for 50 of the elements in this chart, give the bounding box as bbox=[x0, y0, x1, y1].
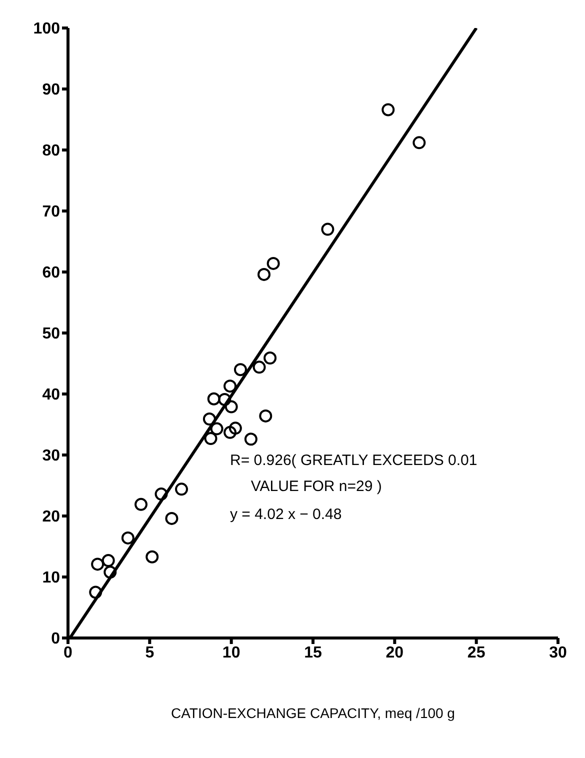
point bbox=[264, 352, 277, 365]
point bbox=[244, 432, 258, 446]
point bbox=[321, 222, 334, 236]
point bbox=[234, 363, 247, 376]
point bbox=[266, 256, 280, 270]
x-tick-label: 15 bbox=[304, 644, 322, 662]
x-tick-label: 10 bbox=[222, 644, 240, 662]
point bbox=[91, 558, 104, 571]
x-tick-label: 30 bbox=[549, 644, 567, 662]
point bbox=[146, 550, 159, 564]
point bbox=[202, 412, 216, 426]
point bbox=[204, 432, 218, 446]
y-tick-label: 10 bbox=[42, 570, 60, 587]
point bbox=[224, 380, 237, 393]
x-axis-title: CATION-EXCHANGE CAPACITY, meq /100 g bbox=[171, 705, 455, 721]
point bbox=[210, 422, 224, 436]
point bbox=[175, 482, 188, 496]
annotation: R= 0.926( GREATLY EXCEEDS 0.01 VALUE FOR n=29 ) bbox=[230, 451, 478, 497]
point bbox=[121, 531, 134, 544]
y-tick-label: 90 bbox=[42, 82, 60, 99]
x-tick-label: 20 bbox=[386, 644, 404, 662]
point bbox=[259, 409, 272, 422]
point bbox=[228, 422, 242, 435]
x-tick-label: 25 bbox=[467, 644, 486, 662]
point bbox=[104, 566, 117, 579]
annotation: y = 4.02 x − 0.48 bbox=[230, 505, 342, 525]
y-tick-label: 40 bbox=[42, 386, 60, 404]
y-tick-label: 70 bbox=[42, 204, 60, 221]
y-tick-label: 30 bbox=[42, 448, 60, 465]
y-tick-label: 60 bbox=[42, 264, 60, 282]
point bbox=[252, 360, 266, 374]
point bbox=[218, 392, 232, 406]
point bbox=[102, 554, 115, 568]
point bbox=[412, 136, 426, 150]
point bbox=[382, 103, 395, 116]
y-tick-label: 50 bbox=[42, 326, 60, 343]
point bbox=[207, 392, 220, 406]
point bbox=[224, 426, 237, 439]
y-tick-label: 100 bbox=[33, 20, 60, 38]
x-tick-label: 0 bbox=[64, 644, 73, 662]
point bbox=[154, 488, 168, 501]
y-tick-label: 80 bbox=[42, 142, 60, 160]
point bbox=[224, 400, 238, 414]
point bbox=[258, 268, 270, 281]
x-tick-label: 5 bbox=[145, 644, 154, 662]
point bbox=[134, 498, 148, 511]
point bbox=[89, 586, 102, 599]
y-tick-label: 0 bbox=[51, 630, 60, 648]
point bbox=[165, 512, 178, 525]
y-tick-label: 20 bbox=[42, 508, 60, 526]
